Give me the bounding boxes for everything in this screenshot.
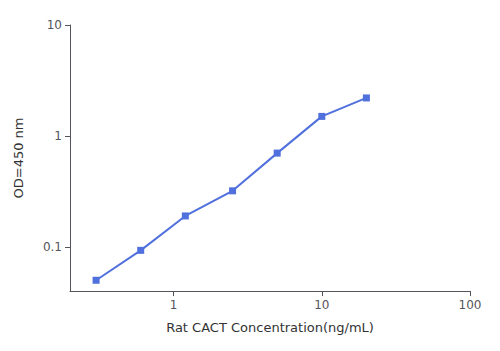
svg-text:Rat CACT Concentration(ng/mL): Rat CACT Concentration(ng/mL) bbox=[166, 320, 374, 335]
svg-text:OD=450 nm: OD=450 nm bbox=[11, 118, 26, 199]
svg-text:10: 10 bbox=[47, 18, 62, 32]
svg-text:10: 10 bbox=[314, 298, 329, 312]
svg-text:100: 100 bbox=[459, 298, 482, 312]
svg-text:1: 1 bbox=[54, 129, 62, 143]
svg-text:0.1: 0.1 bbox=[43, 240, 62, 254]
svg-text:1: 1 bbox=[170, 298, 178, 312]
